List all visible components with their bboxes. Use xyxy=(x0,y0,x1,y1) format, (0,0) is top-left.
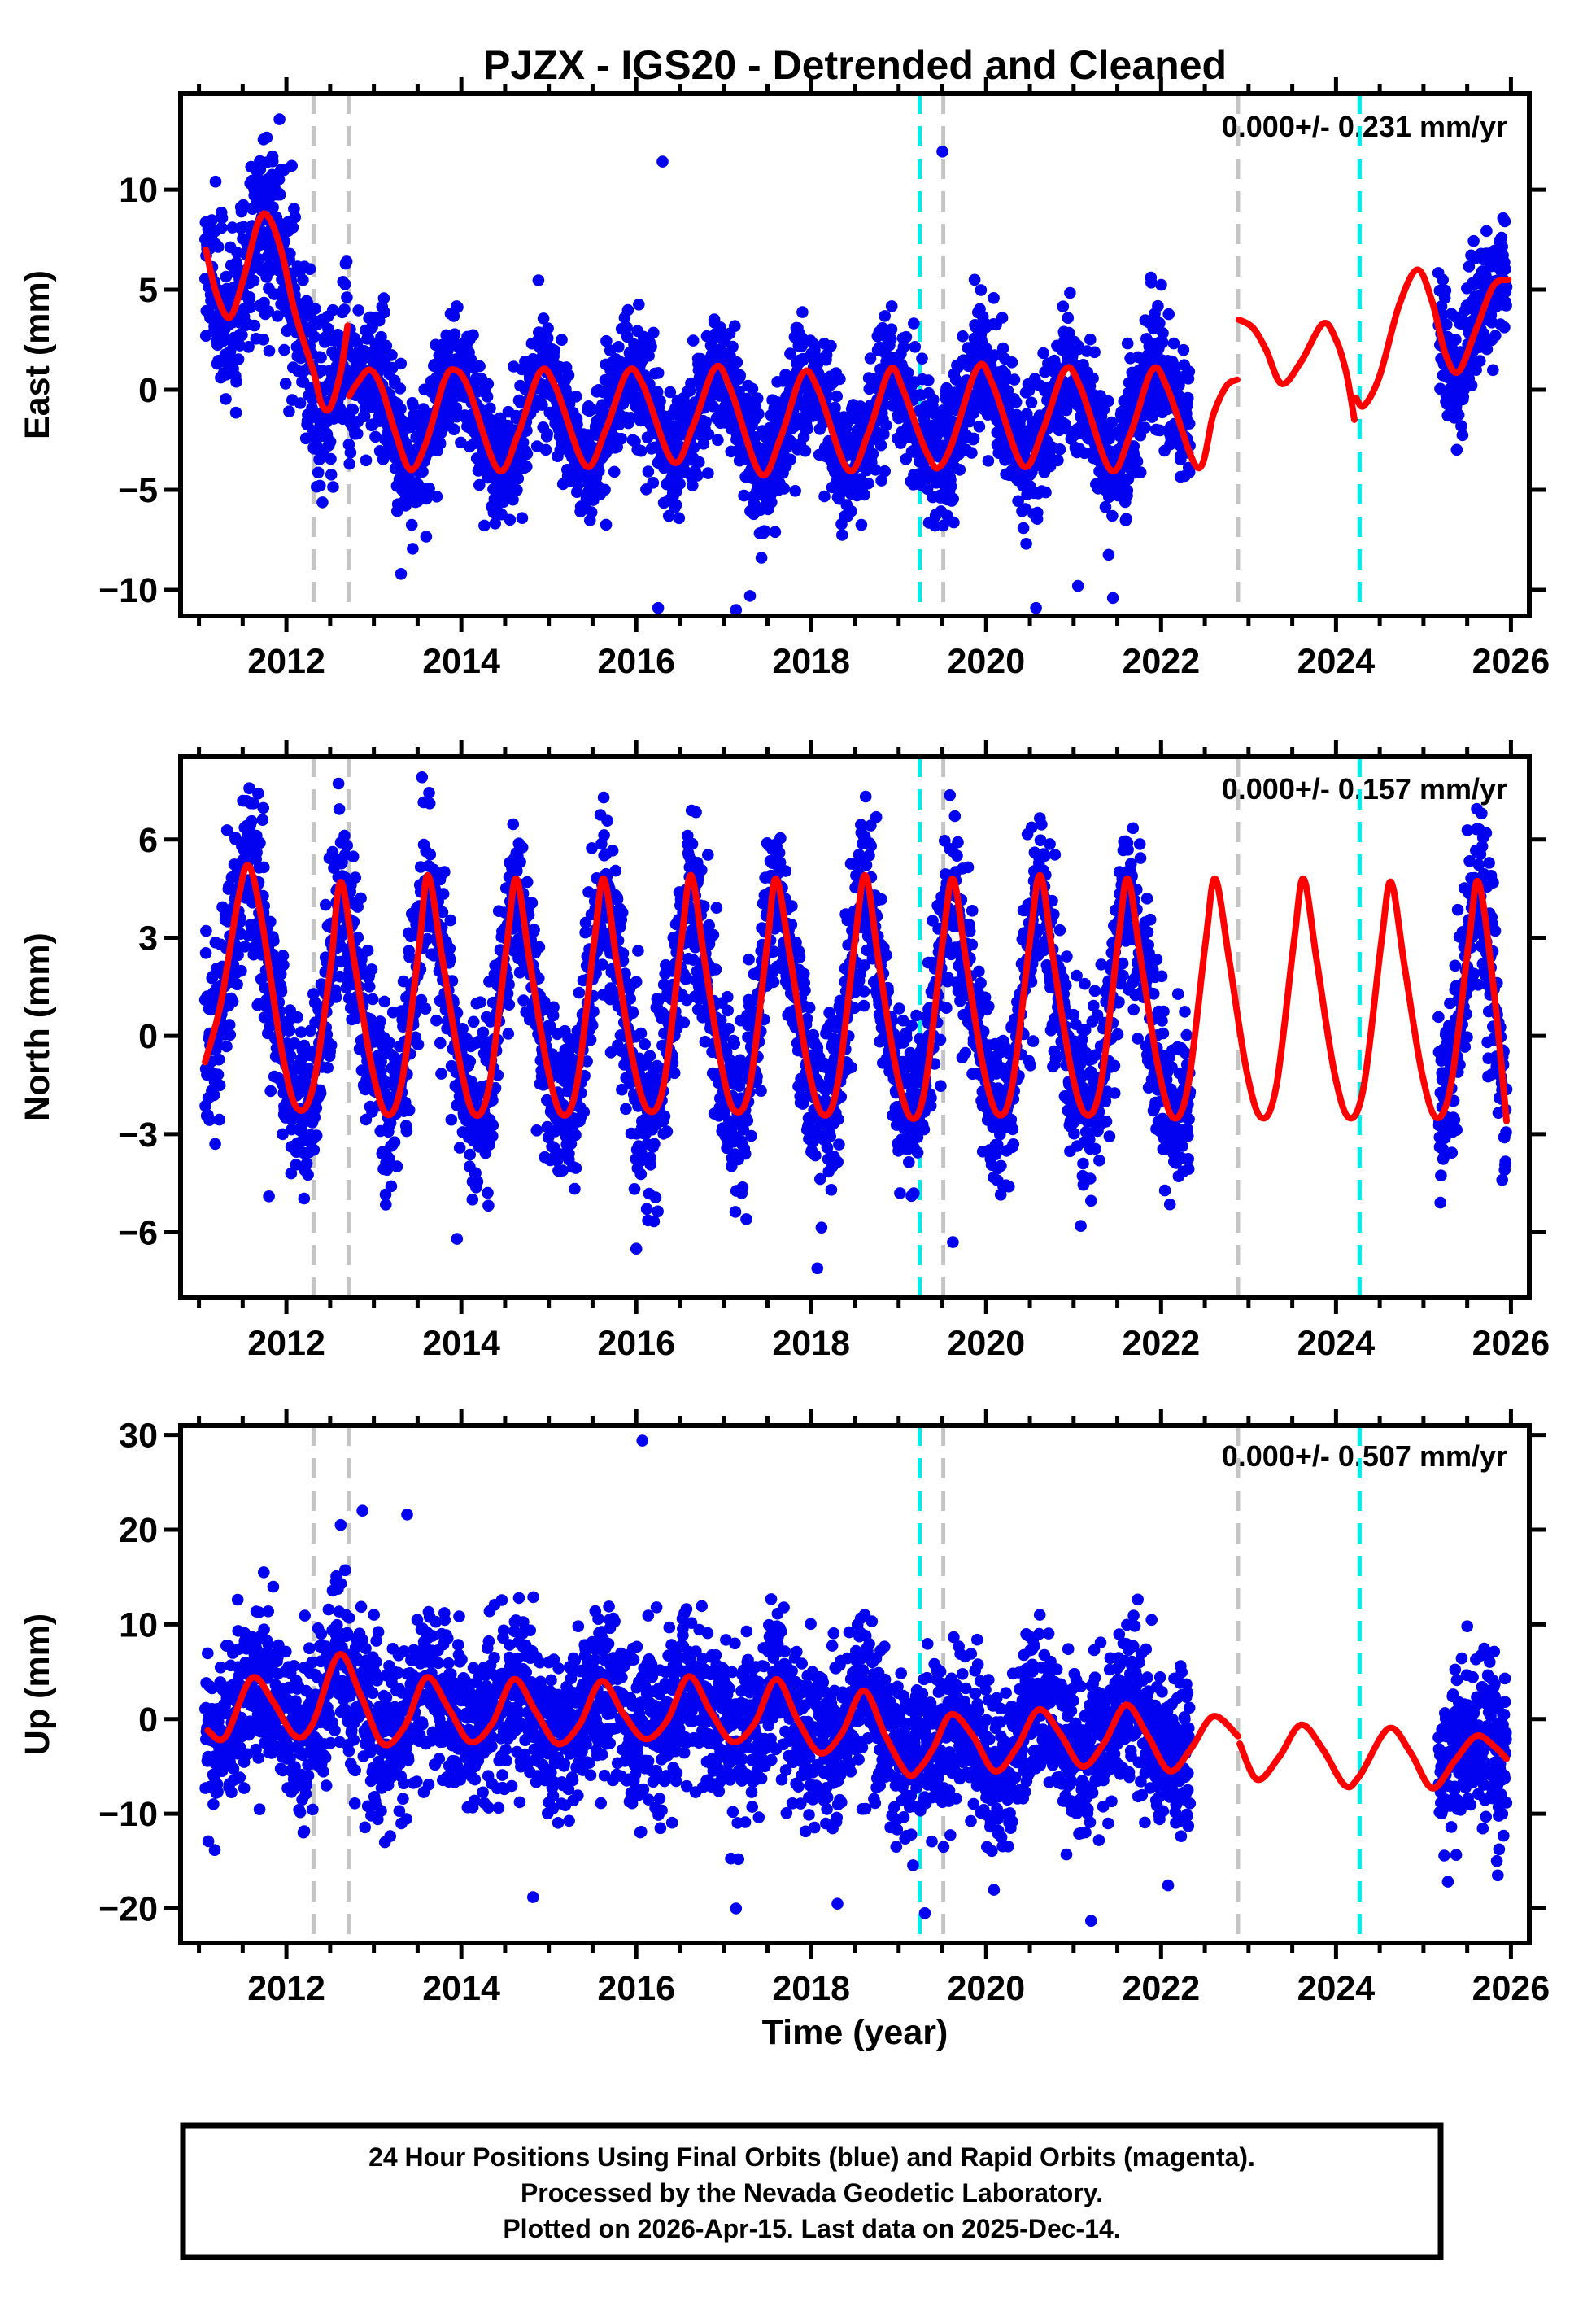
x-tick-label: 2022 xyxy=(1122,1324,1200,1363)
panel-up: 2012 2014 2016 2018 2020 2022 2024 2026 −20 −10 0 1… xyxy=(98,1409,1550,2008)
y-tick-label: 0 xyxy=(138,1701,158,1740)
caption-line-2: Processed by the Nevada Geodetic Laborat… xyxy=(521,2178,1103,2207)
y-tick-label: −10 xyxy=(98,571,158,610)
x-tick-label: 2018 xyxy=(772,1969,850,2008)
x-tick-label: 2020 xyxy=(947,642,1025,681)
x-tick-label: 2018 xyxy=(772,1324,850,1363)
y-axis-label-north: North (mm) xyxy=(18,932,57,1121)
y-axis-label-east: East (mm) xyxy=(18,270,57,439)
x-tick-label: 2022 xyxy=(1122,1969,1200,2008)
y-tick-label: 20 xyxy=(119,1511,158,1550)
panel-north-data-area xyxy=(199,757,1512,1298)
x-tick-label: 2022 xyxy=(1122,642,1200,681)
x-tick-label: 2018 xyxy=(772,642,850,681)
y-tick-label: 0 xyxy=(138,371,158,410)
x-tick-label: 2020 xyxy=(947,1324,1025,1363)
panel-north: 2012 2014 2016 2018 2020 2022 2024 2026 −6 −3 0 3 6 xyxy=(118,740,1550,1363)
panel-up-data-area xyxy=(199,1426,1512,1943)
y-tick-label: −6 xyxy=(118,1214,158,1253)
y-tick-label: 3 xyxy=(138,919,158,958)
scatter-east xyxy=(199,113,1512,616)
panel-east-data-area xyxy=(199,94,1512,616)
y-tick-label: 10 xyxy=(119,1605,158,1644)
scatter-north xyxy=(199,771,1512,1274)
x-tick-label: 2016 xyxy=(597,642,675,681)
x-tick-label: 2026 xyxy=(1472,1324,1550,1363)
x-tick-label: 2014 xyxy=(422,1969,500,2008)
x-tick-label: 2026 xyxy=(1472,642,1550,681)
x-axis-label: Time (year) xyxy=(762,2013,948,2052)
x-tick-label: 2024 xyxy=(1297,1324,1376,1363)
velocity-annotation-north: 0.000+/- 0.157 mm/yr xyxy=(1222,772,1507,806)
y-tick-label: −20 xyxy=(98,1890,158,1929)
model-curve-east xyxy=(1239,320,1354,420)
y-tick-label: 10 xyxy=(119,171,158,210)
x-tick-label: 2016 xyxy=(597,1324,675,1363)
plot-layers: 2012 2014 2016 2018 2020 2022 2024 2026 −10 −5 0 5 1… xyxy=(98,77,1550,2008)
x-tick-label: 2012 xyxy=(247,1969,325,2008)
x-tick-label: 2014 xyxy=(422,1324,500,1363)
y-tick-label: 30 xyxy=(119,1417,158,1456)
x-tick-label: 2016 xyxy=(597,1969,675,2008)
x-tick-label: 2020 xyxy=(947,1969,1025,2008)
scatter-up xyxy=(199,1434,1512,1927)
panel-east: 2012 2014 2016 2018 2020 2022 2024 2026 −10 −5 0 5 1… xyxy=(98,77,1550,681)
x-tick-label: 2024 xyxy=(1297,1969,1376,2008)
x-tick-label: 2012 xyxy=(247,1324,325,1363)
y-tick-label: 5 xyxy=(138,271,158,310)
y-tick-label: 6 xyxy=(138,821,158,860)
y-tick-label: 0 xyxy=(138,1017,158,1056)
caption-line-1: 24 Hour Positions Using Final Orbits (bl… xyxy=(368,2142,1255,2172)
y-tick-label: −3 xyxy=(118,1116,158,1155)
y-tick-label: −5 xyxy=(118,471,158,510)
y-axis-label-up: Up (mm) xyxy=(18,1614,57,1755)
velocity-annotation-east: 0.000+/- 0.231 mm/yr xyxy=(1222,110,1507,143)
page-title: PJZX - IGS20 - Detrended and Cleaned xyxy=(483,42,1227,88)
y-tick-label: −10 xyxy=(98,1795,158,1834)
caption-line-3: Plotted on 2026-Apr-15. Last data on 202… xyxy=(503,2214,1120,2243)
x-tick-label: 2026 xyxy=(1472,1969,1550,2008)
x-tick-label: 2012 xyxy=(247,642,325,681)
x-tick-label: 2024 xyxy=(1297,642,1376,681)
x-tick-label: 2014 xyxy=(422,642,500,681)
velocity-annotation-up: 0.000+/- 0.507 mm/yr xyxy=(1222,1439,1507,1473)
